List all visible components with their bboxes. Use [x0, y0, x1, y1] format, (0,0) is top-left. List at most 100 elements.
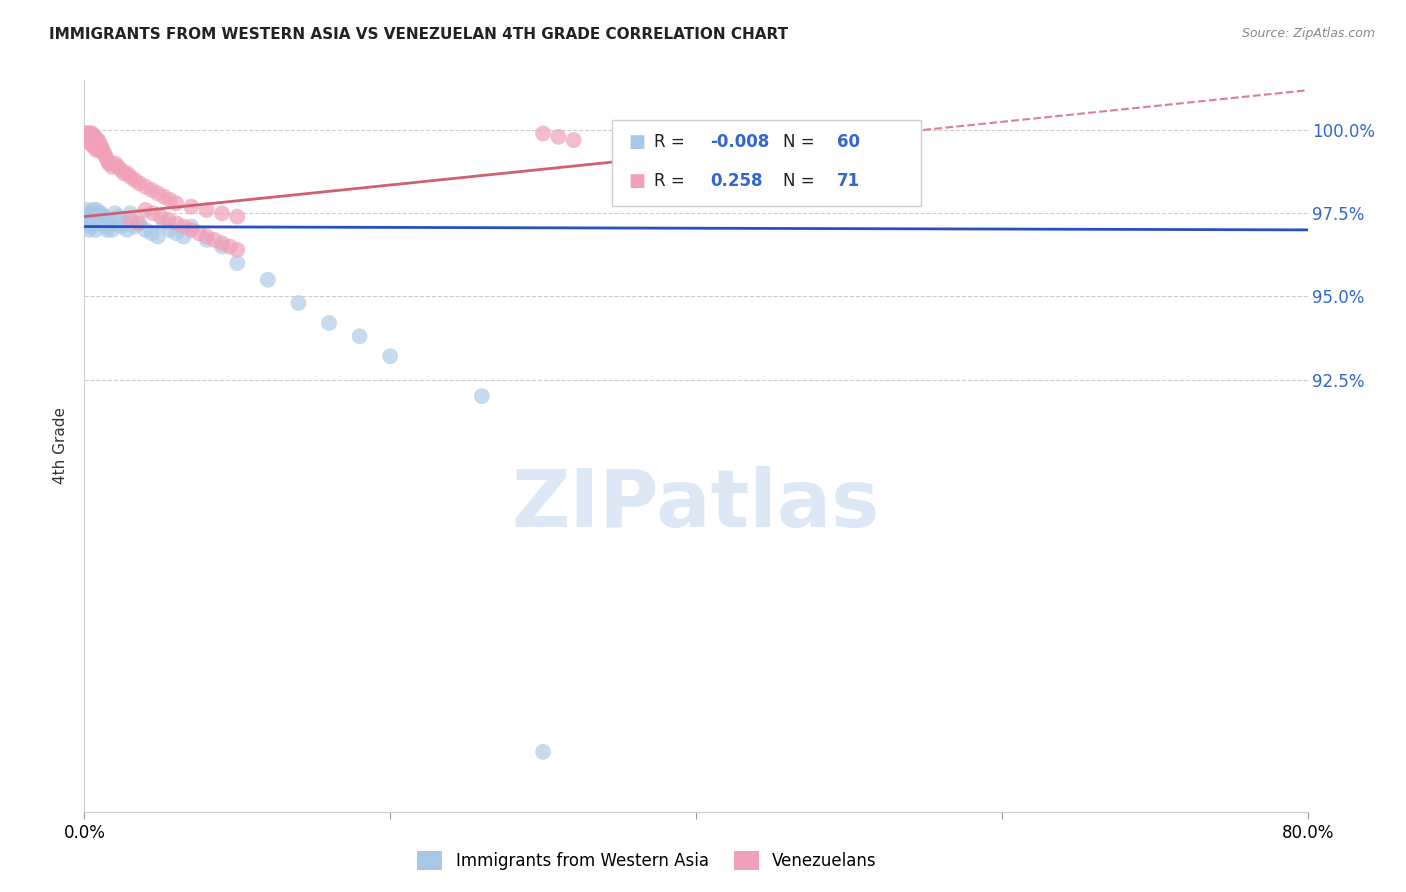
- Point: [531, 745, 554, 759]
- Point: [87, 206, 110, 220]
- Point: [547, 129, 569, 144]
- Point: [112, 166, 135, 180]
- Point: [180, 200, 202, 214]
- Point: [76, 210, 98, 224]
- Point: [86, 136, 108, 151]
- Point: [84, 210, 107, 224]
- Point: [120, 206, 142, 220]
- Point: [77, 129, 100, 144]
- Point: [79, 206, 101, 220]
- Point: [89, 143, 111, 157]
- Point: [112, 216, 135, 230]
- Point: [562, 133, 585, 147]
- Point: [226, 210, 249, 224]
- Point: [87, 133, 110, 147]
- Point: [128, 177, 150, 191]
- Point: [83, 140, 105, 154]
- Point: [76, 202, 98, 217]
- Point: [107, 160, 129, 174]
- Point: [75, 127, 97, 141]
- Point: [202, 233, 225, 247]
- Point: [165, 216, 187, 230]
- Point: [101, 223, 124, 237]
- Point: [87, 140, 110, 154]
- Point: [80, 216, 103, 230]
- Point: [180, 219, 202, 234]
- Text: -0.008: -0.008: [710, 133, 769, 151]
- Point: [104, 156, 127, 170]
- Point: [94, 219, 117, 234]
- Point: [115, 223, 138, 237]
- Point: [86, 133, 108, 147]
- Text: R =: R =: [654, 172, 685, 190]
- Point: [380, 349, 402, 363]
- Point: [86, 202, 108, 217]
- Point: [90, 206, 112, 220]
- Point: [80, 206, 103, 220]
- Point: [97, 213, 120, 227]
- Point: [226, 256, 249, 270]
- Point: [165, 196, 187, 211]
- Text: 0.258: 0.258: [710, 172, 762, 190]
- Point: [79, 136, 101, 151]
- Point: [128, 216, 150, 230]
- Point: [86, 216, 108, 230]
- Point: [110, 219, 132, 234]
- Point: [120, 213, 142, 227]
- Point: [79, 127, 101, 141]
- Point: [86, 143, 108, 157]
- Point: [77, 210, 100, 224]
- Point: [76, 129, 98, 144]
- Point: [79, 213, 101, 227]
- Point: [124, 219, 146, 234]
- Point: [96, 153, 118, 167]
- Point: [135, 223, 157, 237]
- Point: [287, 296, 309, 310]
- Point: [83, 213, 105, 227]
- Text: N =: N =: [783, 133, 814, 151]
- Point: [94, 150, 117, 164]
- Point: [104, 206, 127, 220]
- Point: [153, 216, 176, 230]
- Point: [77, 216, 100, 230]
- Point: [211, 206, 233, 220]
- Text: IMMIGRANTS FROM WESTERN ASIA VS VENEZUELAN 4TH GRADE CORRELATION CHART: IMMIGRANTS FROM WESTERN ASIA VS VENEZUEL…: [49, 27, 789, 42]
- Y-axis label: 4th Grade: 4th Grade: [53, 408, 69, 484]
- Point: [146, 229, 169, 244]
- Text: N =: N =: [783, 172, 814, 190]
- Point: [75, 216, 97, 230]
- Point: [101, 160, 124, 174]
- Point: [90, 140, 112, 154]
- Point: [84, 223, 107, 237]
- Point: [195, 202, 218, 217]
- Point: [96, 223, 118, 237]
- Text: 60: 60: [837, 133, 859, 151]
- Point: [120, 169, 142, 184]
- Point: [84, 216, 107, 230]
- Point: [141, 226, 163, 240]
- Text: R =: R =: [654, 133, 685, 151]
- Point: [77, 127, 100, 141]
- Text: 71: 71: [837, 172, 859, 190]
- Point: [471, 389, 494, 403]
- Point: [86, 210, 108, 224]
- Point: [75, 129, 97, 144]
- Point: [211, 239, 233, 253]
- Point: [79, 129, 101, 144]
- Point: [195, 233, 218, 247]
- Point: [149, 210, 172, 224]
- Point: [83, 206, 105, 220]
- Text: Source: ZipAtlas.com: Source: ZipAtlas.com: [1241, 27, 1375, 40]
- Point: [110, 163, 132, 178]
- Legend: Immigrants from Western Asia, Venezuelans: Immigrants from Western Asia, Venezuelan…: [411, 844, 883, 877]
- Point: [83, 129, 105, 144]
- Point: [93, 210, 115, 224]
- Point: [135, 202, 157, 217]
- Point: [142, 206, 165, 220]
- Point: [83, 202, 105, 217]
- Point: [146, 186, 169, 201]
- Point: [76, 127, 98, 141]
- Text: ZIPatlas: ZIPatlas: [512, 466, 880, 543]
- Point: [218, 239, 240, 253]
- Point: [180, 223, 202, 237]
